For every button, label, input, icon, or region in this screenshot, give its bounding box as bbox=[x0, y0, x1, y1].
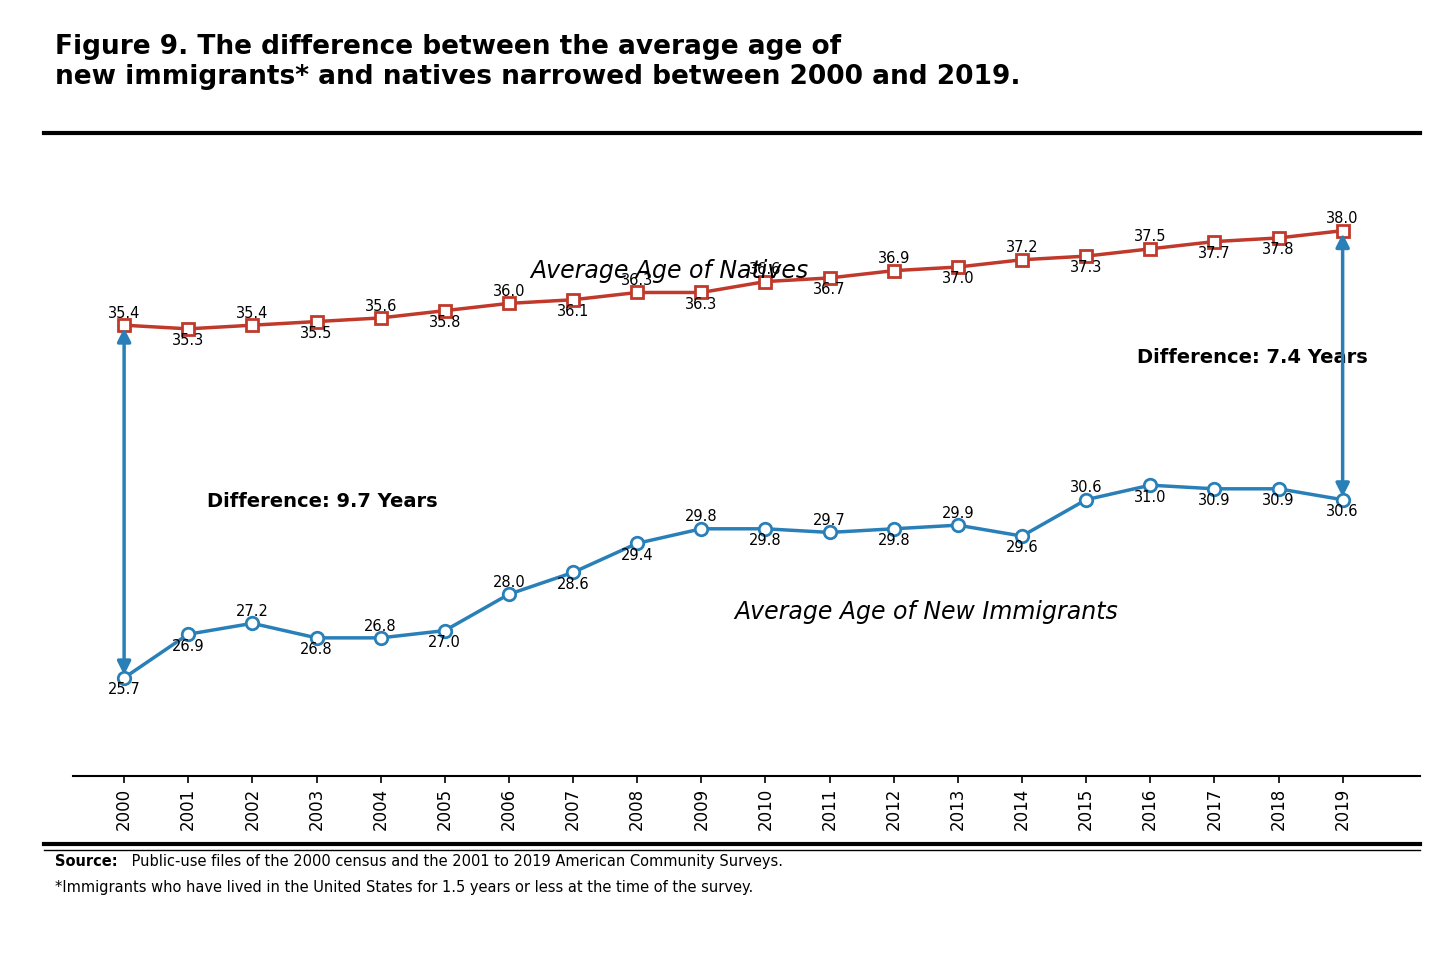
Text: *Immigrants who have lived in the United States for 1.5 years or less at the tim: *Immigrants who have lived in the United… bbox=[55, 880, 754, 896]
Text: 30.9: 30.9 bbox=[1198, 494, 1230, 508]
Text: 25.7: 25.7 bbox=[108, 683, 140, 697]
Text: 26.8: 26.8 bbox=[300, 642, 333, 657]
Text: 37.0: 37.0 bbox=[942, 272, 974, 286]
Text: 26.8: 26.8 bbox=[364, 619, 397, 633]
Text: 35.8: 35.8 bbox=[428, 315, 462, 330]
Text: Figure 9. The difference between the average age of
new immigrants* and natives : Figure 9. The difference between the ave… bbox=[55, 34, 1021, 90]
Text: 26.9: 26.9 bbox=[172, 638, 204, 654]
Text: 28.6: 28.6 bbox=[556, 576, 590, 592]
Text: 30.9: 30.9 bbox=[1262, 494, 1294, 508]
Text: 37.5: 37.5 bbox=[1134, 229, 1166, 245]
Text: 31.0: 31.0 bbox=[1134, 490, 1166, 504]
Text: 35.4: 35.4 bbox=[236, 306, 268, 321]
Text: 29.8: 29.8 bbox=[750, 533, 782, 549]
Text: Average Age of New Immigrants: Average Age of New Immigrants bbox=[734, 601, 1118, 625]
Text: 35.4: 35.4 bbox=[108, 306, 140, 321]
Text: 27.2: 27.2 bbox=[236, 604, 269, 619]
Text: 37.2: 37.2 bbox=[1006, 240, 1038, 255]
Text: 36.6: 36.6 bbox=[750, 262, 782, 278]
Text: 36.3: 36.3 bbox=[686, 297, 718, 311]
Text: 30.6: 30.6 bbox=[1070, 480, 1102, 495]
Text: 37.3: 37.3 bbox=[1070, 260, 1102, 276]
Text: 36.9: 36.9 bbox=[878, 252, 910, 266]
Text: Average Age of Natives: Average Age of Natives bbox=[530, 258, 808, 282]
Text: 27.0: 27.0 bbox=[428, 635, 462, 650]
Text: 29.4: 29.4 bbox=[620, 548, 654, 563]
Text: Difference: 9.7 Years: Difference: 9.7 Years bbox=[207, 492, 438, 511]
Text: 29.9: 29.9 bbox=[942, 506, 974, 521]
Text: 28.0: 28.0 bbox=[492, 575, 526, 590]
Text: 30.6: 30.6 bbox=[1326, 504, 1358, 519]
Text: 35.5: 35.5 bbox=[300, 326, 332, 341]
Text: Difference: 7.4 Years: Difference: 7.4 Years bbox=[1137, 348, 1369, 367]
Text: Public-use files of the 2000 census and the 2001 to 2019 American Community Surv: Public-use files of the 2000 census and … bbox=[127, 854, 783, 870]
Text: 38.0: 38.0 bbox=[1326, 211, 1358, 227]
Text: 36.7: 36.7 bbox=[814, 282, 846, 297]
Text: 36.0: 36.0 bbox=[492, 284, 526, 299]
Text: 36.1: 36.1 bbox=[556, 304, 590, 319]
Text: 35.3: 35.3 bbox=[172, 334, 204, 348]
Text: 29.7: 29.7 bbox=[814, 513, 846, 528]
Text: 35.6: 35.6 bbox=[364, 299, 397, 313]
Text: 29.6: 29.6 bbox=[1006, 541, 1038, 555]
Text: 29.8: 29.8 bbox=[878, 533, 910, 549]
Text: 29.8: 29.8 bbox=[684, 509, 718, 524]
Text: Source:: Source: bbox=[55, 854, 118, 870]
Text: 37.8: 37.8 bbox=[1262, 242, 1294, 257]
Text: 36.3: 36.3 bbox=[622, 273, 654, 288]
Text: 37.7: 37.7 bbox=[1198, 246, 1230, 261]
